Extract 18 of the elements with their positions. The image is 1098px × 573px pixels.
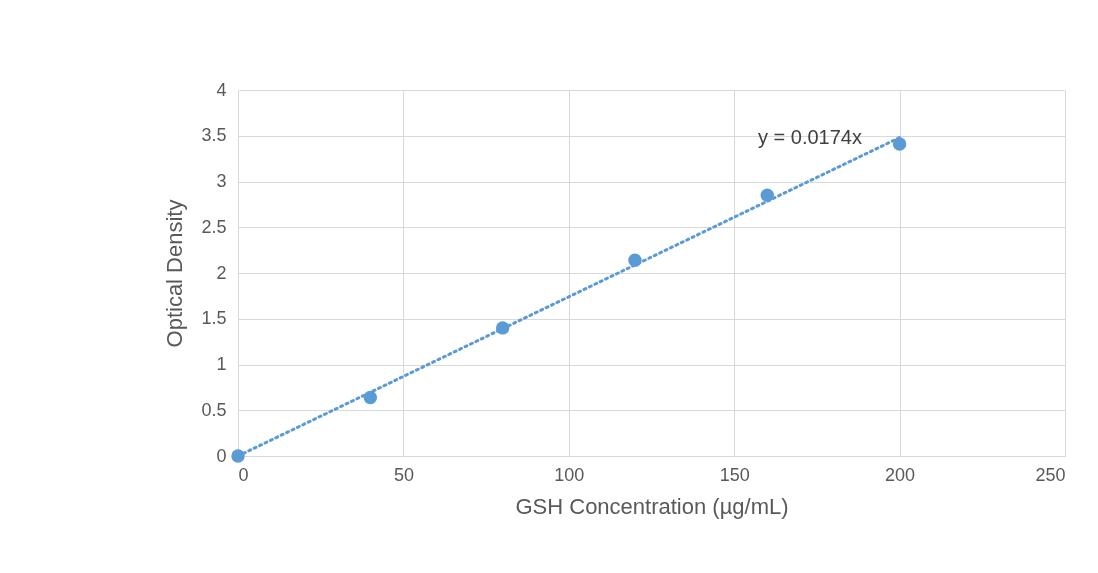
- y-tick-label: 0.5: [201, 399, 227, 420]
- annotation: y = 0.0174x: [758, 126, 862, 148]
- y-tick-label: 4: [216, 79, 227, 100]
- y-tick-label: 1: [216, 354, 227, 374]
- x-tick-label: 50: [393, 464, 414, 485]
- y-tick-label: 3: [216, 171, 227, 191]
- x-tick-label: 100: [554, 464, 585, 485]
- y-tick-label: 0: [216, 445, 227, 466]
- x-axis-title: GSH Concentration (µg/mL): [515, 493, 789, 519]
- x-tick-label: 250: [1035, 464, 1066, 485]
- x-tick-label: 150: [719, 464, 750, 485]
- x-tick-label: 200: [885, 464, 916, 485]
- y-tick-label: 1.5: [201, 308, 227, 329]
- y-axis-title: Optical Density: [162, 199, 188, 348]
- y-tick-label: 3.5: [201, 125, 227, 146]
- y-tick-label: 2.5: [201, 216, 227, 237]
- x-tick-label: 0: [238, 464, 249, 485]
- y-tick-label: 2: [216, 262, 227, 283]
